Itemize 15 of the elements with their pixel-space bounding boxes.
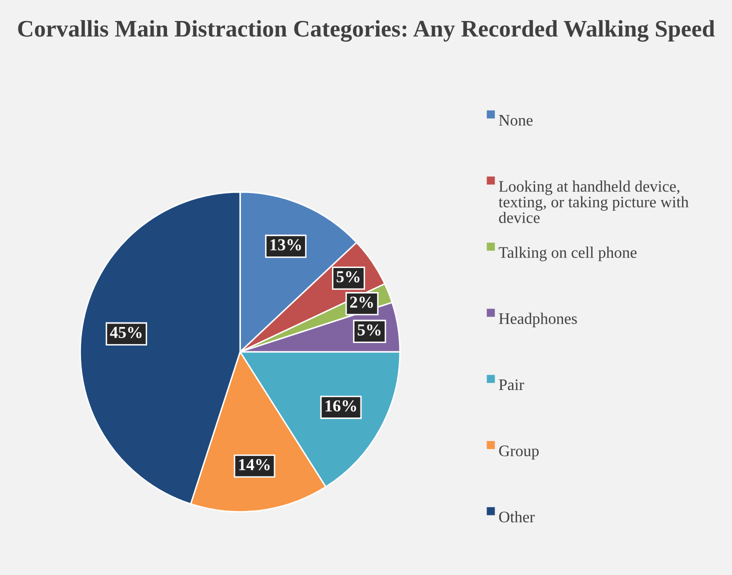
data-label: 5% (336, 271, 360, 282)
legend-label: Pair (498, 379, 524, 390)
data-label: 5% (358, 324, 381, 336)
legend-label: Group (499, 446, 539, 460)
legend-label: Looking at handheld device, texting, or taking picture with device (498, 180, 689, 224)
legend-label: Headphones (498, 312, 577, 328)
data-label: 45% (110, 326, 142, 338)
data-label: 2% (350, 296, 373, 308)
legend-label: Other (499, 511, 535, 522)
data-label: 14% (239, 459, 270, 470)
data-label: 16% (326, 400, 356, 412)
legend-label: Talking on cell phone (498, 246, 637, 262)
chart-title: Corvallis Main Distraction Categories: Any Recorded Walking Speed (18, 20, 715, 42)
legend-label: None (498, 115, 533, 126)
data-label: 13% (270, 239, 301, 250)
